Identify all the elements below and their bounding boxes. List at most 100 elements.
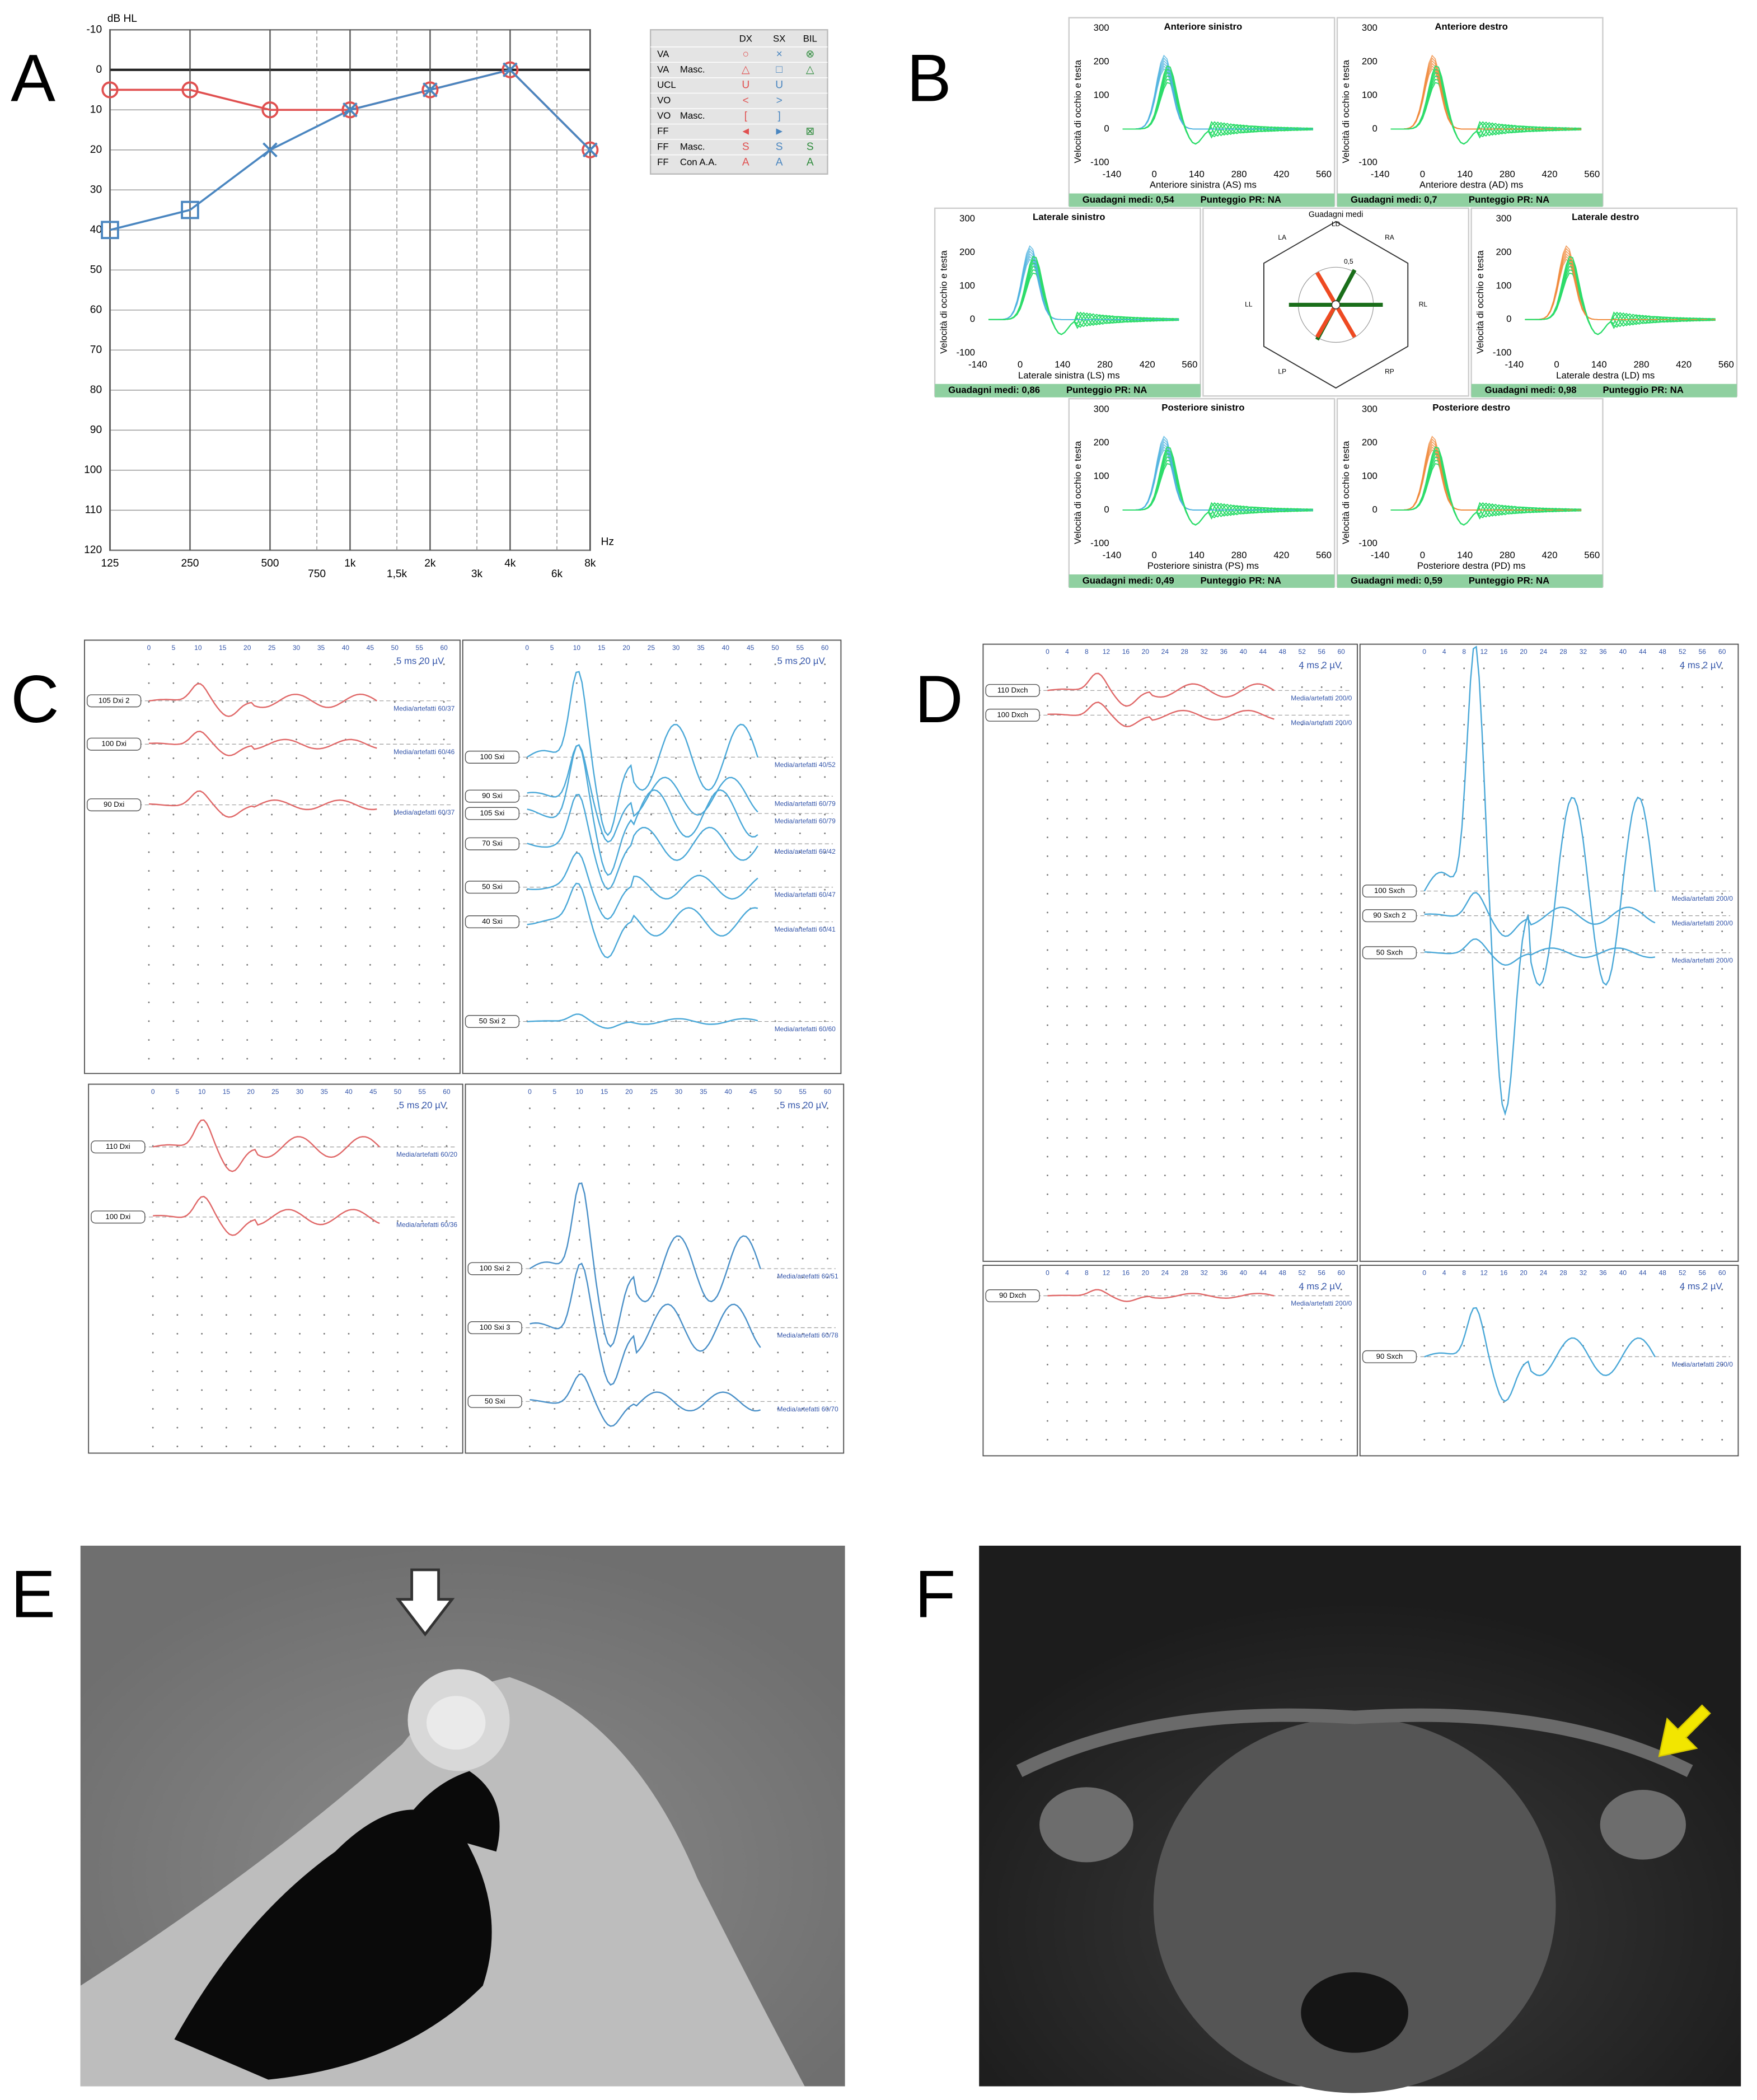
grid-dot bbox=[1582, 1081, 1584, 1083]
grid-dot bbox=[443, 738, 445, 741]
grid-dot bbox=[1522, 742, 1525, 745]
grid-dot bbox=[1503, 723, 1505, 726]
grid-dot bbox=[443, 682, 445, 684]
grid-dot bbox=[827, 1163, 828, 1166]
x-tick-label: 280 bbox=[1500, 550, 1515, 560]
grid-dot bbox=[1483, 686, 1485, 688]
grid-dot bbox=[1622, 761, 1624, 763]
grid-dot bbox=[675, 794, 677, 797]
grid-dot bbox=[1443, 986, 1445, 989]
grid-dot bbox=[1602, 817, 1604, 820]
grid-dot bbox=[1085, 761, 1088, 763]
grid-dot bbox=[246, 813, 249, 816]
grid-dot bbox=[650, 813, 652, 816]
grid-dot bbox=[1144, 1420, 1146, 1422]
grid-dot bbox=[1582, 761, 1584, 763]
grid-dot bbox=[348, 1332, 350, 1335]
grid-dot bbox=[1222, 1061, 1225, 1064]
grid-dot bbox=[1046, 1326, 1048, 1328]
grid-dot bbox=[1066, 874, 1068, 876]
grid-dot bbox=[296, 964, 297, 966]
grid-dot bbox=[1602, 780, 1604, 782]
grid-dot bbox=[271, 813, 273, 816]
grid-dot bbox=[724, 908, 727, 910]
grid-dot bbox=[749, 888, 752, 891]
grid-dot bbox=[372, 1276, 374, 1279]
x-tick-label: 280 bbox=[1500, 169, 1515, 179]
grid-dot bbox=[1701, 930, 1703, 932]
grid-dot bbox=[575, 813, 578, 816]
grid-dot bbox=[1066, 1231, 1068, 1233]
legend-symbol: A bbox=[742, 156, 749, 168]
grid-dot bbox=[1721, 986, 1723, 989]
grid-dot bbox=[1242, 1175, 1244, 1176]
grid-dot bbox=[724, 776, 727, 778]
grid-dot bbox=[1301, 949, 1303, 951]
grid-dot bbox=[1046, 1081, 1048, 1083]
grid-dot bbox=[1242, 1081, 1244, 1083]
grid-dot bbox=[700, 908, 702, 910]
grid-dot bbox=[1242, 705, 1244, 707]
grid-dot bbox=[1463, 1307, 1465, 1309]
scale-label: 4 ms 2 µV bbox=[1680, 660, 1723, 670]
grid-dot bbox=[1301, 1043, 1303, 1045]
grid-dot bbox=[246, 794, 249, 797]
grid-dot bbox=[1423, 1099, 1426, 1101]
grid-dot bbox=[1144, 1212, 1146, 1214]
grid-dot bbox=[1681, 949, 1684, 951]
grid-dot bbox=[802, 1426, 804, 1429]
grid-dot bbox=[296, 738, 297, 741]
vhit-y-label: Velocità di occhio e testa bbox=[1341, 59, 1351, 163]
grid-dot bbox=[1582, 1193, 1584, 1195]
grid-dot bbox=[172, 776, 175, 778]
grid-dot bbox=[1183, 742, 1186, 745]
y-tick-label: 60 bbox=[90, 304, 102, 316]
grid-dot bbox=[1164, 1382, 1166, 1385]
grid-dot bbox=[1562, 1250, 1564, 1252]
head-velocity-trace bbox=[1390, 436, 1582, 511]
grid-dot bbox=[372, 1201, 374, 1203]
grid-dot bbox=[1301, 1401, 1303, 1403]
grid-dot bbox=[727, 1257, 729, 1260]
grid-dot bbox=[1463, 1250, 1465, 1252]
grid-dot bbox=[554, 1145, 556, 1147]
grid-dot bbox=[1661, 930, 1664, 932]
grid-dot bbox=[250, 1408, 252, 1410]
legend-symbol: ► bbox=[774, 125, 785, 137]
grid-dot bbox=[393, 719, 396, 722]
grid-dot bbox=[724, 701, 727, 703]
grid-dot bbox=[1203, 1382, 1205, 1385]
grid-dot bbox=[650, 719, 652, 722]
grid-dot bbox=[148, 1001, 150, 1003]
grid-dot bbox=[1423, 949, 1426, 951]
grid-dot bbox=[702, 1389, 705, 1391]
y-tick-label: -100 bbox=[956, 347, 975, 358]
grid-dot bbox=[1661, 1081, 1664, 1083]
grid-dot bbox=[421, 1182, 423, 1185]
grid-dot bbox=[1183, 968, 1186, 970]
grid-dot bbox=[1222, 968, 1225, 970]
grid-dot bbox=[369, 794, 371, 797]
grid-dot bbox=[1423, 667, 1426, 670]
grid-dot bbox=[250, 1201, 252, 1203]
grid-dot bbox=[1483, 1420, 1485, 1422]
grid-dot bbox=[1125, 1005, 1127, 1008]
grid-dot bbox=[1125, 1382, 1127, 1385]
grid-dot bbox=[274, 1446, 277, 1448]
grid-dot bbox=[1340, 1250, 1342, 1252]
grid-dot bbox=[1562, 911, 1564, 914]
axis-label: RP bbox=[1385, 367, 1394, 375]
grid-dot bbox=[225, 1332, 227, 1335]
vemp-box: 0 4 8 12 16 20 24 28 32 36 40 44 48 52 56 604 ms 2 µV10… bbox=[1359, 643, 1739, 1262]
grid-dot bbox=[529, 1446, 531, 1448]
grid-dot bbox=[1320, 892, 1323, 895]
trace-label: 110 Dxi bbox=[106, 1142, 130, 1150]
grid-dot bbox=[152, 1182, 154, 1185]
grid-dot bbox=[176, 1351, 179, 1354]
grid-dot bbox=[1164, 1401, 1166, 1403]
grid-dot bbox=[1281, 1061, 1283, 1064]
grid-dot bbox=[1183, 892, 1186, 895]
trace-label: 90 Sxi bbox=[482, 792, 503, 800]
